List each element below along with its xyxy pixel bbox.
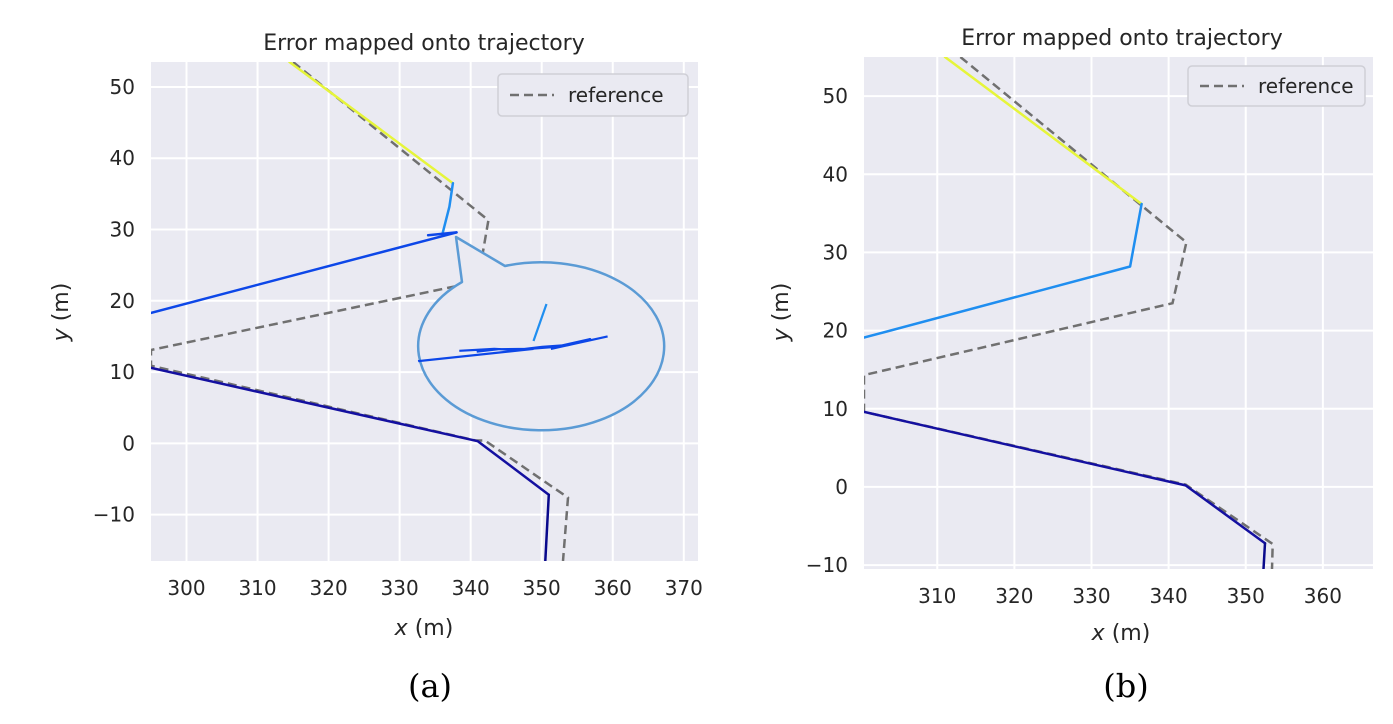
- y-tick-label: 20: [823, 319, 848, 343]
- trajectory-segment: [151, 366, 551, 496]
- plot-area-b: [864, 57, 1373, 569]
- x-tick-label: 350: [1227, 584, 1265, 608]
- series-group-a: [151, 62, 570, 561]
- panel-b: Error mapped onto trajectory reference 3…: [769, 26, 1373, 705]
- legend-box: [1187, 65, 1366, 107]
- y-tick-label: 10: [823, 397, 848, 421]
- y-tick-label: 30: [823, 240, 848, 264]
- trajectory-segment: [441, 181, 455, 236]
- ticks-x-a: 300 310 320 330 340 350 360 370: [167, 576, 702, 600]
- y-tick-label: 20: [110, 289, 135, 313]
- y-axis-var-a: y: [49, 327, 74, 342]
- inset-segment: [532, 303, 548, 342]
- legend-b: reference: [1187, 65, 1366, 107]
- y-axis-unit-b-text: (m): [769, 283, 794, 322]
- caption-b: (b): [1103, 667, 1148, 705]
- y-tick-label: 50: [823, 84, 848, 108]
- y-axis-var-b: y: [769, 327, 794, 342]
- series-group-b: [864, 57, 1274, 569]
- x-axis-label-b: x (m): [1091, 621, 1151, 646]
- x-tick-label: 330: [1072, 584, 1110, 608]
- trajectory-segment: [1262, 541, 1267, 569]
- y-tick-label: 0: [122, 431, 135, 455]
- caption-a: (a): [408, 667, 452, 705]
- inset-lines: [416, 303, 608, 378]
- inset-segment: [550, 335, 608, 350]
- x-axis-var-a: x: [394, 616, 409, 641]
- trajectory-segment: [864, 410, 1267, 545]
- y-axis-unit-a: [49, 321, 74, 328]
- x-axis-label-a: x (m): [394, 616, 454, 641]
- legend-box: [497, 73, 689, 117]
- x-tick-label: 340: [452, 576, 490, 600]
- y-axis-label-a: y (m): [49, 283, 74, 343]
- x-tick-label: 360: [1304, 584, 1342, 608]
- x-axis-unit-b: [1105, 621, 1112, 646]
- ticks-x-b: 310 320 330 340 350 360: [918, 584, 1342, 608]
- x-axis-var-b: x: [1091, 621, 1106, 646]
- y-tick-label: 0: [835, 475, 848, 499]
- y-tick-label: 50: [110, 75, 135, 99]
- x-axis-unit-a: [408, 616, 415, 641]
- inset-a: [416, 235, 666, 432]
- trajectory-segment: [151, 231, 458, 315]
- x-tick-label: 350: [523, 576, 561, 600]
- x-axis-unit-a-text: (m): [415, 616, 454, 641]
- y-tick-label: −10: [93, 503, 135, 527]
- ticks-y-b: −10 0 10 20 30 40 50: [806, 84, 848, 577]
- y-tick-label: 40: [110, 146, 135, 170]
- chart-title-a: Error mapped onto trajectory: [263, 31, 584, 56]
- legend-label: reference: [568, 83, 664, 107]
- inset-segment: [416, 347, 534, 378]
- x-tick-label: 300: [167, 576, 205, 600]
- trajectory-segment: [864, 202, 1143, 339]
- y-axis-unit-a-text: (m): [49, 283, 74, 322]
- x-tick-label: 320: [995, 584, 1033, 608]
- legend-label: reference: [1258, 74, 1354, 98]
- x-tick-label: 320: [310, 576, 348, 600]
- reference-line: [864, 57, 1274, 569]
- x-tick-label: 310: [918, 584, 956, 608]
- ticks-y-a: −10 0 10 20 30 40 50: [93, 75, 135, 527]
- trajectory-segment: [544, 493, 551, 561]
- grid-x-b: [936, 57, 1324, 569]
- y-tick-label: 40: [823, 162, 848, 186]
- panel-a: Error mapped onto trajectory reference 3…: [49, 31, 703, 705]
- y-tick-label: 10: [110, 360, 135, 384]
- x-axis-unit-b-text: (m): [1112, 621, 1151, 646]
- trajectory-segment: [943, 57, 1143, 206]
- y-axis-unit-b: [769, 321, 794, 328]
- trajectory-segment: [288, 62, 455, 185]
- legend-a: reference: [497, 73, 689, 117]
- y-axis-label-b: y (m): [769, 283, 794, 343]
- x-tick-label: 310: [238, 576, 276, 600]
- x-tick-label: 340: [1150, 584, 1188, 608]
- reference-line: [151, 62, 570, 561]
- x-tick-label: 370: [665, 576, 703, 600]
- x-tick-label: 330: [381, 576, 419, 600]
- chart-title-b: Error mapped onto trajectory: [961, 26, 1282, 51]
- y-tick-label: 30: [110, 218, 135, 242]
- inset-bubble: [416, 235, 666, 432]
- x-tick-label: 360: [594, 576, 632, 600]
- y-tick-label: −10: [806, 553, 848, 577]
